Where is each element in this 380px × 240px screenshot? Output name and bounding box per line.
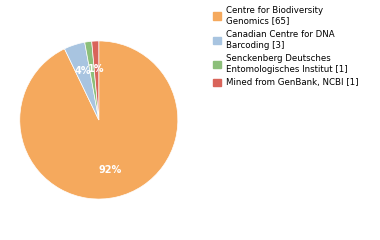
- Legend: Centre for Biodiversity
Genomics [65], Canadian Centre for DNA
Barcoding [3], Se: Centre for Biodiversity Genomics [65], C…: [211, 4, 360, 89]
- Text: 1%: 1%: [88, 64, 105, 74]
- Wedge shape: [65, 42, 99, 120]
- Text: 4%: 4%: [75, 66, 91, 76]
- Wedge shape: [20, 41, 178, 199]
- Wedge shape: [92, 41, 99, 120]
- Text: 92%: 92%: [98, 165, 122, 175]
- Wedge shape: [85, 41, 99, 120]
